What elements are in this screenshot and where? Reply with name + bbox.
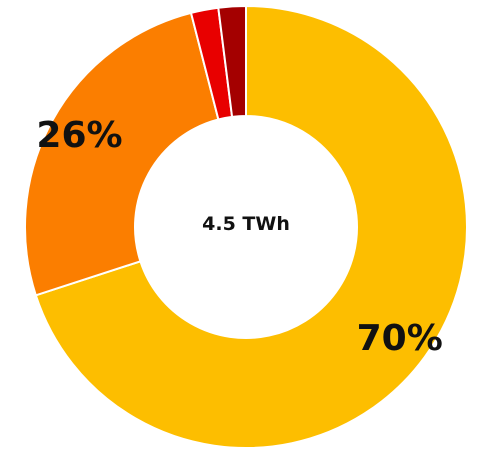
center-total-label: 4.5 TWh (202, 213, 290, 235)
labels-layer: 70% 26% (36, 115, 442, 359)
donut-slice-1 (34, 4, 468, 449)
slice-label-2: 26% (36, 115, 122, 156)
slice-label-1: 70% (357, 318, 443, 359)
donut-slice-2 (24, 11, 220, 297)
slices-layer (24, 4, 468, 449)
donut-slice-4 (217, 4, 247, 118)
